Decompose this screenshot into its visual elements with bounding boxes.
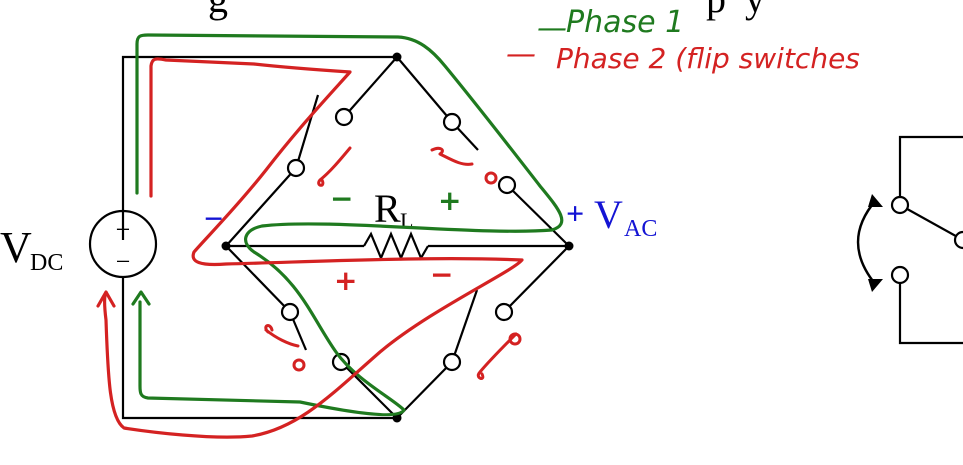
phase2-mark-lower-right <box>476 332 518 380</box>
contact-lower-right-bottom <box>442 352 462 372</box>
arrowhead-down <box>868 279 883 292</box>
node-left <box>221 241 231 251</box>
wire-bottom-rail <box>121 276 397 420</box>
partial-switch-arrow <box>856 199 877 286</box>
partial-switch-top-wire <box>898 135 963 198</box>
switch-blade-lower-right <box>450 289 479 363</box>
phase2-mark-lower-left <box>264 324 300 348</box>
phase1-sign-left: − <box>330 182 353 215</box>
wire-top-rail <box>121 55 397 240</box>
partial-switch-blade <box>899 204 963 241</box>
partial-contact-top <box>890 195 910 215</box>
vdc-label-sub: DC <box>30 250 63 276</box>
phase2-mark-upper-right <box>430 146 474 166</box>
contact-lower-left-bottom <box>331 352 351 372</box>
phase2-mark-upper-left <box>317 146 352 187</box>
wire-upper-right-a <box>396 56 453 123</box>
title-fragment: g <box>208 0 228 21</box>
contact-upper-right-bottom <box>497 175 517 195</box>
title-fragment-right: p <box>706 0 726 21</box>
phase2-switch-marks <box>264 146 522 380</box>
contact-lower-left-top <box>280 302 300 322</box>
phase2-mark-lower-left-dot <box>292 358 306 372</box>
wire-lower-right-a <box>503 245 570 313</box>
left-node-minus: − <box>204 201 223 238</box>
partial-switch-bottom-wire <box>898 282 963 345</box>
source-minus: − <box>116 247 131 276</box>
legend-phase2-label: Phase 2 (flip switches <box>556 42 860 75</box>
resistor-label: R L <box>374 186 413 233</box>
dc-source-circle <box>88 209 158 279</box>
phase2-sign-left: + <box>334 264 357 297</box>
resistor-label-main: R <box>374 186 401 231</box>
vac-label-sub: AC <box>624 216 657 242</box>
node-bottom <box>392 413 402 423</box>
legend-phase2-dash: — <box>506 37 536 72</box>
wire-upper-right-b <box>506 184 570 247</box>
node-right <box>564 241 574 251</box>
resistor-label-sub: L <box>400 208 413 233</box>
contact-lower-right-top <box>494 302 514 322</box>
legend-phase2: — Phase 2 (flip switches <box>506 37 860 75</box>
vac-label: + V AC <box>566 192 657 242</box>
wire-upper-left-b <box>225 167 297 247</box>
legend: — Phase 1 — Phase 2 (flip switches <box>506 5 860 75</box>
wire-upper-left-a <box>343 56 398 118</box>
phase2-current-path <box>96 57 524 439</box>
node-top <box>392 52 402 62</box>
contact-upper-left-bottom <box>286 158 306 178</box>
vac-plus: + <box>566 195 584 231</box>
wire-lower-left-a <box>225 245 291 313</box>
vdc-label-main: V <box>0 223 32 272</box>
source-plus: + <box>116 215 131 244</box>
legend-phase1-label: Phase 1 <box>566 5 684 40</box>
contact-upper-right-top <box>442 112 462 132</box>
partial-contact-bottom <box>890 265 910 285</box>
title-fragment-end: y <box>745 0 765 21</box>
wire-lower-left-b <box>340 361 398 419</box>
wire-lower-right-b <box>396 361 453 419</box>
arrowhead-up <box>868 194 883 207</box>
resistor-zigzag <box>363 231 429 261</box>
legend-phase1: — Phase 1 <box>537 5 684 46</box>
partial-contact-right <box>953 230 963 250</box>
legend-phase1-dash: — <box>537 11 567 46</box>
phase1-current-path <box>131 33 564 417</box>
switch-contacts <box>280 107 963 372</box>
phase1-sign-right: + <box>438 184 461 217</box>
partial-switch-arrowheads <box>868 194 883 292</box>
phase2-sign-right: − <box>430 258 453 291</box>
vac-label-main: V <box>594 192 623 237</box>
phase2-mark-lower-right-dot <box>508 332 522 346</box>
nodes <box>221 52 574 423</box>
switch-blade-upper-left <box>294 94 320 169</box>
phase2-mark-upper-right-dot <box>484 171 498 185</box>
vdc-label: V DC <box>0 223 63 276</box>
contact-upper-left-top <box>334 107 354 127</box>
